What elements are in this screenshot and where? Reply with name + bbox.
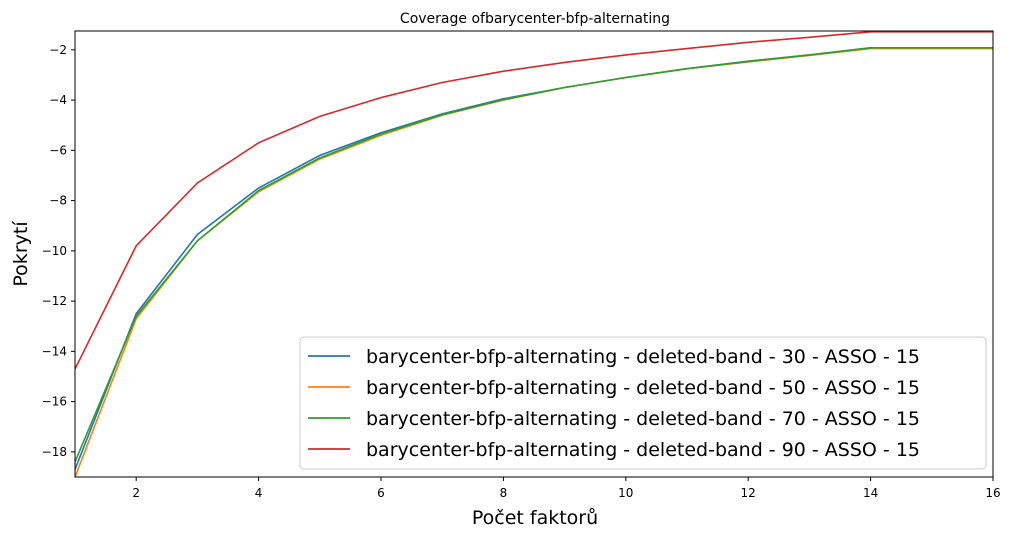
x-tick-label: 6: [377, 486, 385, 500]
x-tick-label: 8: [500, 486, 508, 500]
y-tick-label: −4: [49, 93, 67, 107]
x-tick-label: 10: [618, 486, 633, 500]
legend-entry-label: barycenter-bfp-alternating - deleted-ban…: [366, 408, 920, 430]
y-tick-label: −6: [49, 143, 67, 157]
x-tick-label: 4: [255, 486, 263, 500]
x-tick-label: 2: [132, 486, 140, 500]
x-tick-label: 16: [985, 486, 1000, 500]
y-tick-label: −12: [42, 294, 67, 308]
series-line-4: [75, 31, 993, 370]
legend-entry-label: barycenter-bfp-alternating - deleted-ban…: [366, 346, 920, 368]
y-tick-label: −14: [42, 344, 67, 358]
legend-entry-label: barycenter-bfp-alternating - deleted-ban…: [366, 377, 920, 399]
x-tick-label: 12: [741, 486, 756, 500]
y-tick-label: −2: [49, 43, 67, 57]
y-axis-label: Pokrytí: [10, 221, 32, 287]
y-tick-label: −8: [49, 194, 67, 208]
y-tick-label: −18: [42, 445, 67, 459]
legend-entry-label: barycenter-bfp-alternating - deleted-ban…: [366, 439, 920, 461]
x-tick-label: 14: [863, 486, 878, 500]
series-line-3: [75, 46, 993, 463]
plot-frame: [74, 30, 994, 478]
legend-box: [299, 336, 987, 470]
legend: barycenter-bfp-alternating - deleted-ban…: [299, 336, 987, 470]
x-axis-label: Počet faktorů: [472, 507, 598, 529]
y-tick-label: −16: [42, 395, 67, 409]
chart-title: Coverage ofbarycenter-bfp-alternating: [400, 11, 670, 27]
y-tick-label: −10: [42, 244, 67, 258]
